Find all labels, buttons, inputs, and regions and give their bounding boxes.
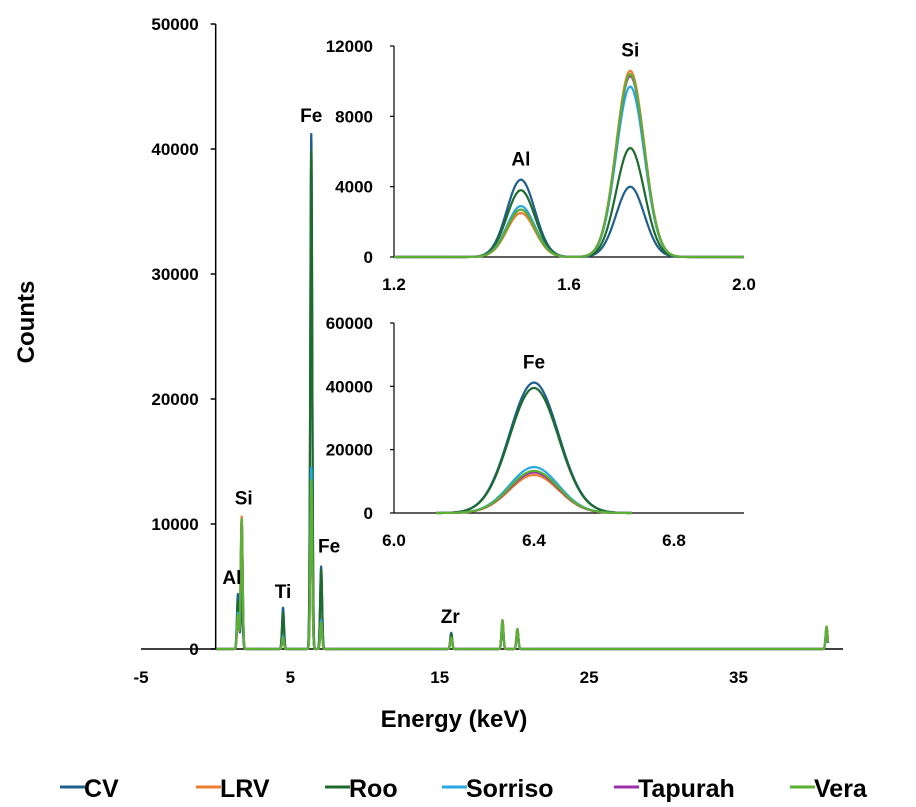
inset-x-tick-label: 6.0 — [382, 531, 406, 550]
peak-label: Zr — [441, 607, 461, 628]
inset-series-line-vera — [435, 469, 633, 515]
x-tick-label: 15 — [430, 668, 449, 687]
y-tick-label: 30000 — [151, 265, 198, 284]
inset-y-tick-label: 40000 — [326, 377, 373, 396]
inset-x-tick-label: 1.2 — [382, 275, 406, 294]
legend-label-sorriso: Sorriso — [466, 775, 554, 803]
inset-series-line-roo — [394, 146, 744, 259]
peak-label: Si — [235, 489, 253, 510]
y-axis-title: Counts — [13, 281, 40, 364]
peak-label: Ti — [275, 582, 292, 603]
peak-label: Al — [222, 568, 241, 589]
inset-y-tick-label: 20000 — [326, 441, 373, 460]
inset-x-tick-label: 6.4 — [522, 531, 546, 550]
inset-series-line-vera — [394, 73, 744, 259]
x-axis-title: Energy (keV) — [381, 706, 528, 733]
y-tick-label: 20000 — [151, 390, 198, 409]
inset-al-si-inset: 0 4000 8000 12000 1.2 1.6 2.0 Al Si — [326, 37, 756, 294]
inset-series-line-tapurah — [394, 74, 744, 259]
inset-peak-label: Si — [621, 41, 639, 62]
x-tick-label: 35 — [729, 668, 748, 687]
x-tick-label: -5 — [133, 668, 148, 687]
inset-y-tick-label: 60000 — [326, 314, 373, 333]
inset-series-line-lrv — [394, 69, 744, 259]
inset-peak-label: Fe — [523, 353, 545, 374]
inset-y-tick-label: 4000 — [335, 178, 373, 197]
inset-x-tick-label: 6.8 — [662, 531, 686, 550]
x-tick-label: 25 — [580, 668, 599, 687]
inset-x-tick-label: 2.0 — [732, 275, 756, 294]
series-line-cv — [215, 132, 830, 651]
peak-label: Fe — [318, 537, 340, 558]
legend: CV LRV Roo Sorriso Tapurah Vera — [60, 775, 868, 803]
inset-series-line-lrv — [435, 473, 633, 515]
y-tick-label: 40000 — [151, 140, 198, 159]
inset-y-tick-label: 0 — [364, 504, 373, 523]
inset-y-tick-label: 12000 — [326, 37, 373, 56]
legend-label-vera: Vera — [814, 775, 868, 803]
legend-label-cv: CV — [84, 775, 119, 803]
series-line-vera — [215, 479, 830, 651]
inset-series-line-sorriso — [394, 85, 744, 259]
main-series-group — [215, 132, 830, 651]
legend-label-lrv: LRV — [220, 775, 270, 803]
inset-x-tick-label: 1.6 — [557, 275, 581, 294]
inset-peak-label: Al — [511, 150, 530, 171]
peak-label: Fe — [300, 106, 322, 127]
inset-series-line-roo — [435, 386, 633, 515]
x-tick-label: 5 — [286, 668, 295, 687]
inset-y-tick-label: 8000 — [335, 107, 373, 126]
inset-series-line-cv — [394, 178, 744, 259]
inset-series-line-tapurah — [435, 471, 633, 515]
legend-label-tapurah: Tapurah — [638, 775, 735, 803]
inset-series-line-cv — [435, 381, 633, 515]
legend-label-roo: Roo — [349, 775, 398, 803]
y-tick-label: 0 — [189, 640, 198, 659]
inset-fe-inset: 0 20000 40000 60000 6.0 6.4 6.8 Fe — [326, 314, 744, 550]
y-tick-label: 10000 — [151, 515, 198, 534]
y-tick-label: 50000 — [151, 15, 198, 34]
inset-y-tick-label: 0 — [364, 248, 373, 267]
